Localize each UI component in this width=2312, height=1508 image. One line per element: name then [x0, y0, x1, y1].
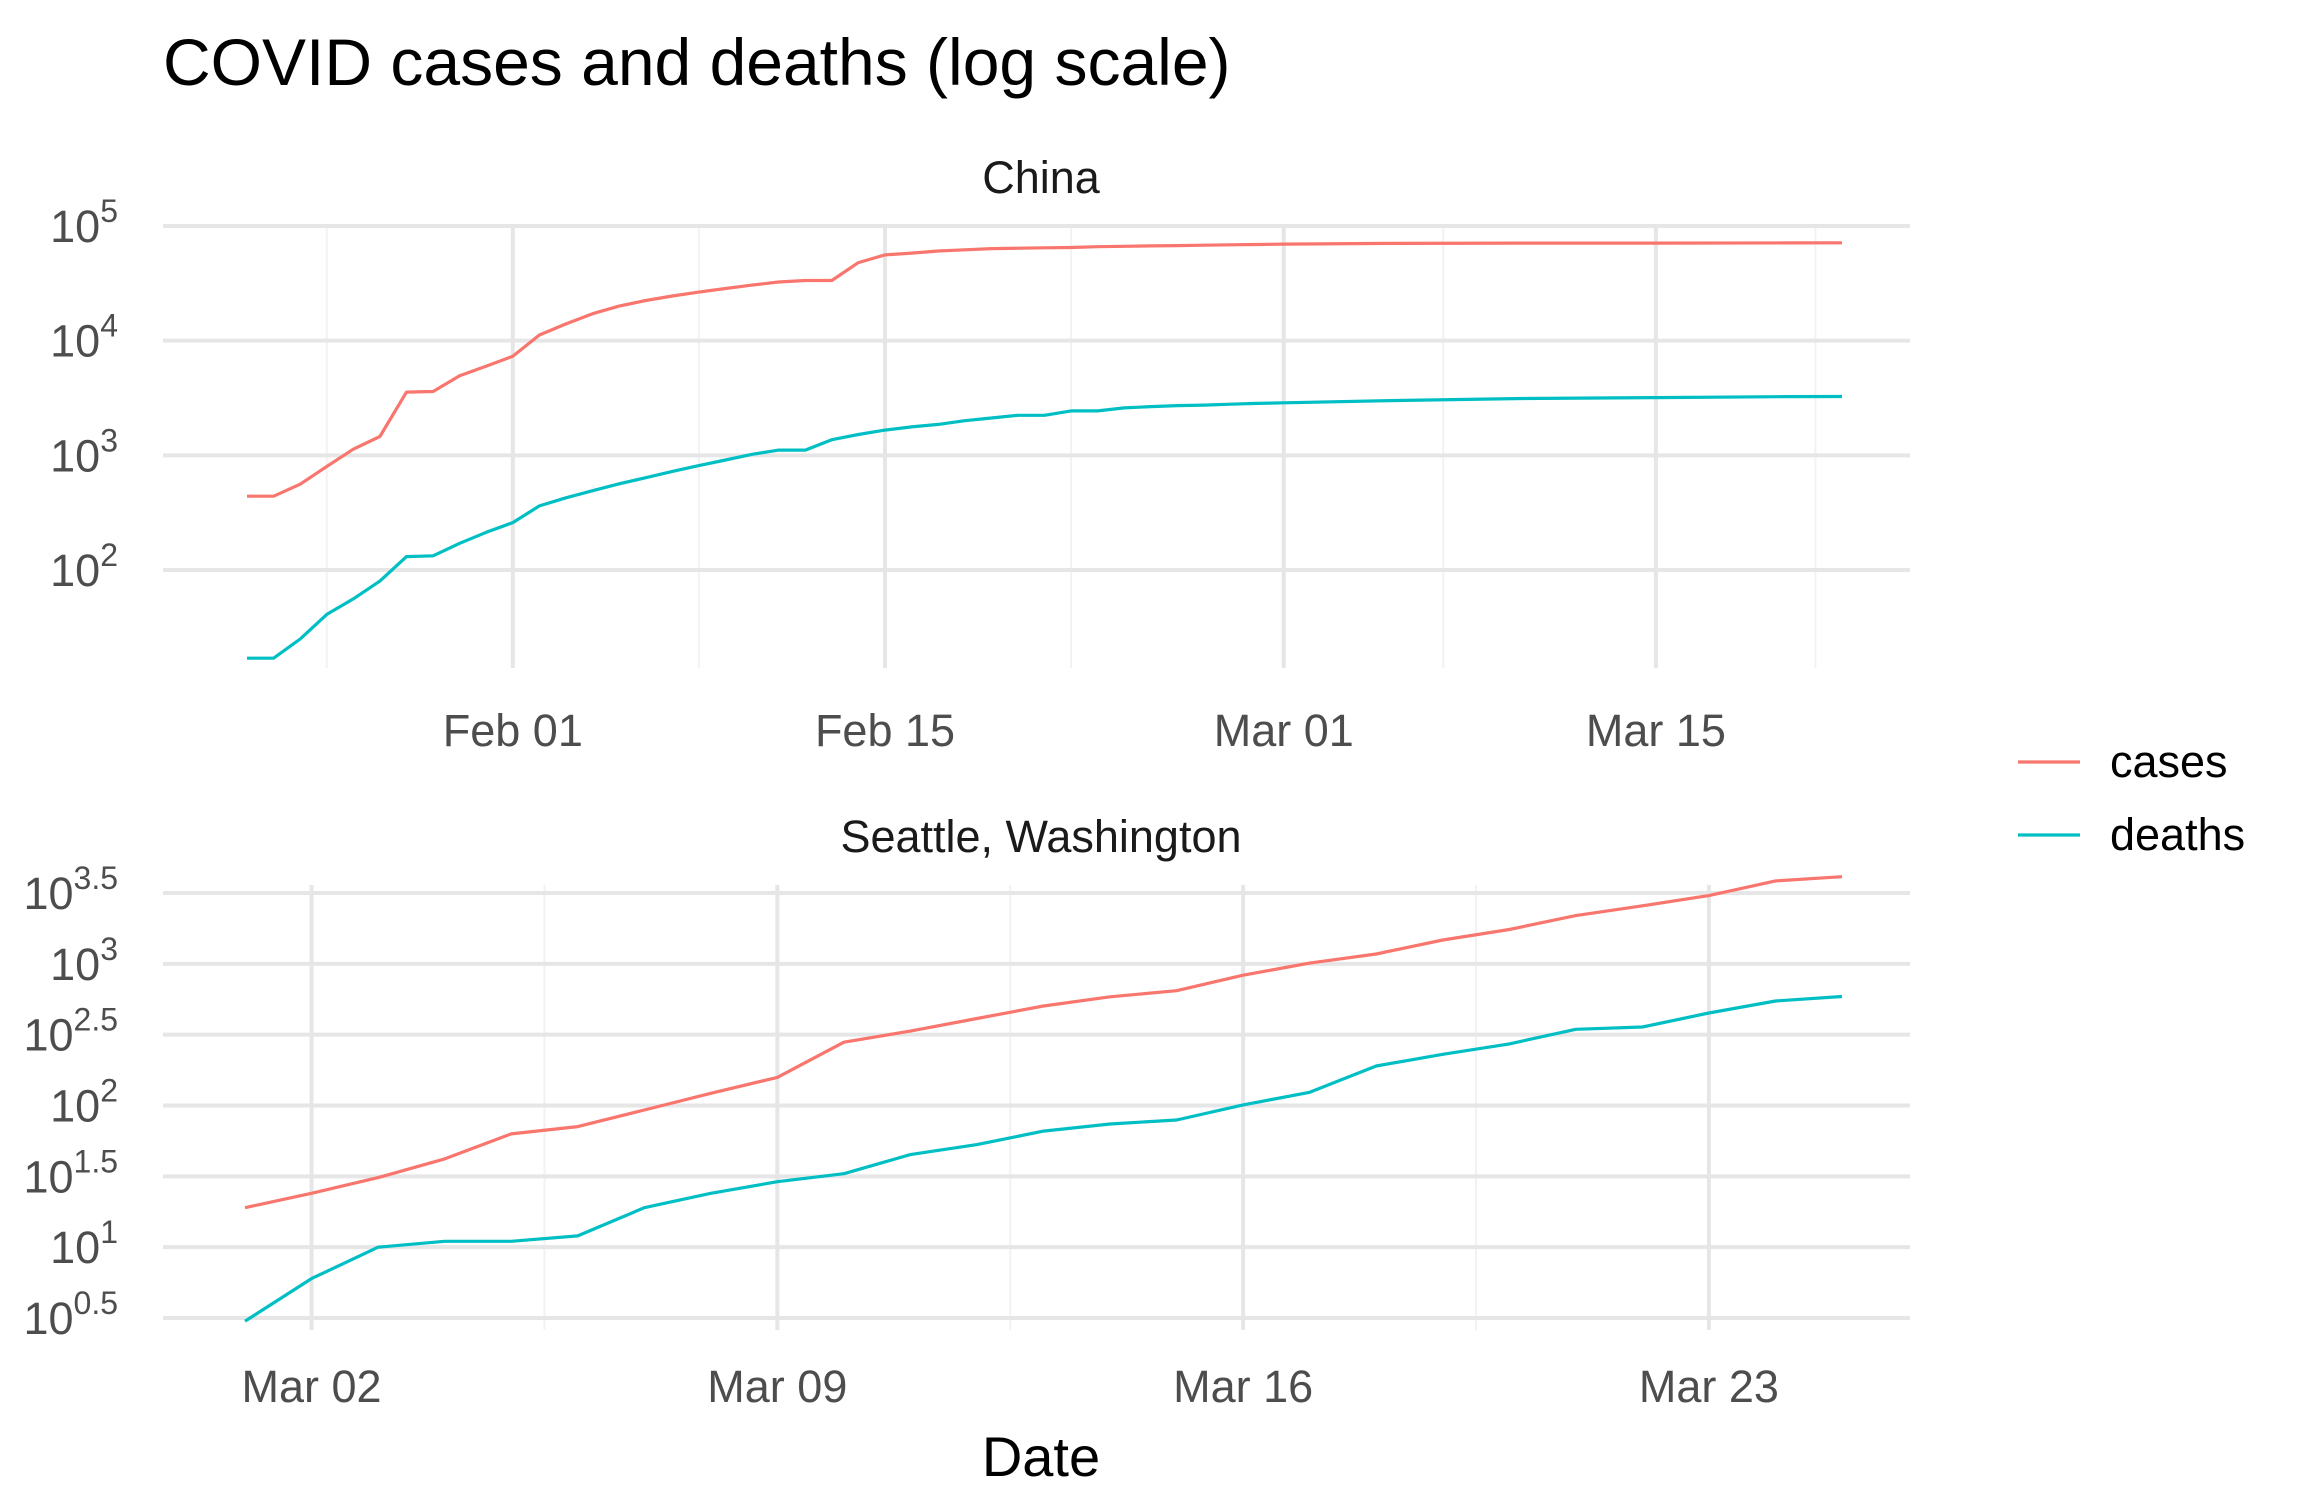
x-tick-label: Feb 15 [815, 705, 955, 756]
x-tick-label: Mar 01 [1214, 705, 1354, 756]
panel-seattle-lines [244, 875, 1843, 1323]
y-tick-label: 104 [50, 308, 118, 367]
y-tick-label: 101 [50, 1214, 118, 1273]
y-tick-label: 102 [50, 537, 118, 596]
y-tick-label: 103 [50, 422, 118, 481]
x-tick-label: Feb 01 [443, 705, 583, 756]
panel-seattle-grid [163, 885, 1910, 1330]
chart-title: COVID cases and deaths (log scale) [163, 25, 1231, 99]
x-tick-label: Mar 02 [242, 1361, 382, 1412]
y-tick-label: 102.5 [23, 1002, 118, 1061]
legend: cases deaths [2018, 736, 2245, 860]
y-tick-label: 103 [50, 931, 118, 990]
panel-title-seattle: Seattle, Washington [840, 811, 1241, 862]
panel-china-lines [247, 241, 1843, 660]
series-line-cases [247, 241, 1843, 498]
y-tick-label: 103.5 [23, 860, 118, 919]
x-axis-title: Date [982, 1425, 1100, 1488]
legend-label-deaths: deaths [2110, 809, 2245, 860]
x-tick-label: Mar 16 [1173, 1361, 1313, 1412]
y-tick-label: 102 [50, 1073, 118, 1132]
panel-china-y-ticks: 102 103 104 105 [50, 193, 118, 596]
series-line-deaths [247, 394, 1843, 660]
legend-label-cases: cases [2110, 736, 2228, 787]
series-line-deaths [244, 994, 1843, 1323]
panel-seattle-x-ticks: Mar 02 Mar 09 Mar 16 Mar 23 [242, 1361, 1779, 1412]
series-line-cases [244, 875, 1843, 1210]
panel-china-grid [163, 224, 1910, 668]
panel-china-x-ticks: Feb 01 Feb 15 Mar 01 Mar 15 [443, 705, 1726, 756]
x-tick-label: Mar 23 [1639, 1361, 1779, 1412]
x-tick-label: Mar 15 [1586, 705, 1726, 756]
panel-title-china: China [982, 152, 1101, 203]
y-tick-label: 101.5 [23, 1143, 118, 1202]
panel-seattle-y-ticks: 100.5 101 101.5 102 102.5 103 103.5 [23, 860, 118, 1344]
y-tick-label: 100.5 [23, 1285, 118, 1344]
x-tick-label: Mar 09 [707, 1361, 847, 1412]
y-tick-label: 105 [50, 193, 118, 252]
